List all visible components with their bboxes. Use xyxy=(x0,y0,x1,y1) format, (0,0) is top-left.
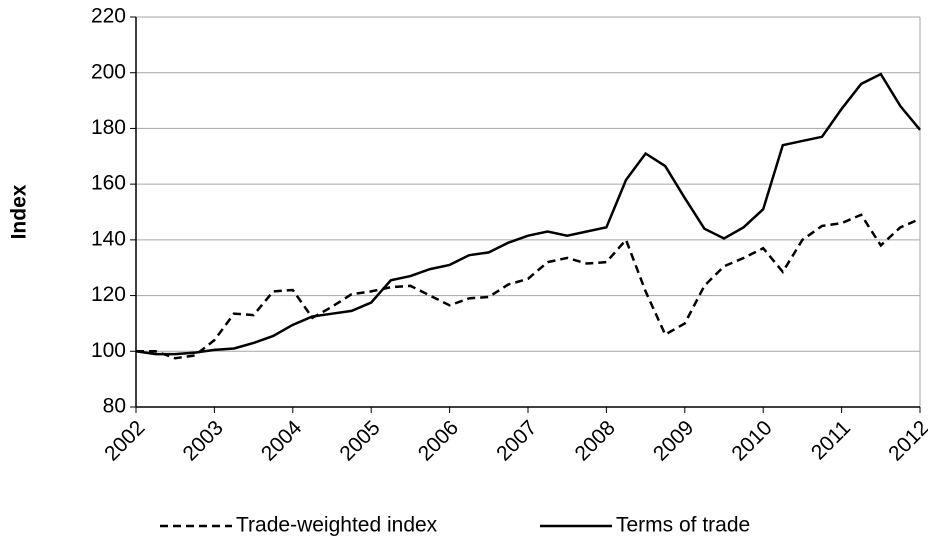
x-tick-label: 2003 xyxy=(179,416,228,465)
x-tick-label: 2002 xyxy=(100,416,149,465)
series-line xyxy=(136,213,921,360)
y-axis-title: Index xyxy=(8,184,31,239)
y-tick-label: 180 xyxy=(91,116,126,139)
x-tick-label: 2010 xyxy=(727,416,776,465)
y-tick-label: 80 xyxy=(103,395,126,418)
y-tick-label: 140 xyxy=(91,227,126,250)
x-tick-label: 2009 xyxy=(649,416,698,465)
y-tick-label: 220 xyxy=(91,5,126,28)
x-tick-label: 2008 xyxy=(571,416,620,465)
legend-label: Trade-weighted index xyxy=(236,514,438,537)
series-line xyxy=(135,72,921,356)
y-tick-label: 200 xyxy=(91,60,126,83)
y-tick-label: 100 xyxy=(91,339,126,362)
x-tick-label: 2005 xyxy=(335,416,384,465)
legend-label: Terms of trade xyxy=(616,514,750,537)
x-tick-label: 2011 xyxy=(807,416,855,464)
x-tick-label: 2006 xyxy=(414,416,463,465)
x-tick-label: 2012 xyxy=(884,416,928,465)
y-tick-label: 120 xyxy=(91,283,126,306)
y-tick-label: 160 xyxy=(91,172,126,195)
x-tick-label: 2007 xyxy=(492,416,541,465)
x-tick-label: 2004 xyxy=(257,416,307,466)
